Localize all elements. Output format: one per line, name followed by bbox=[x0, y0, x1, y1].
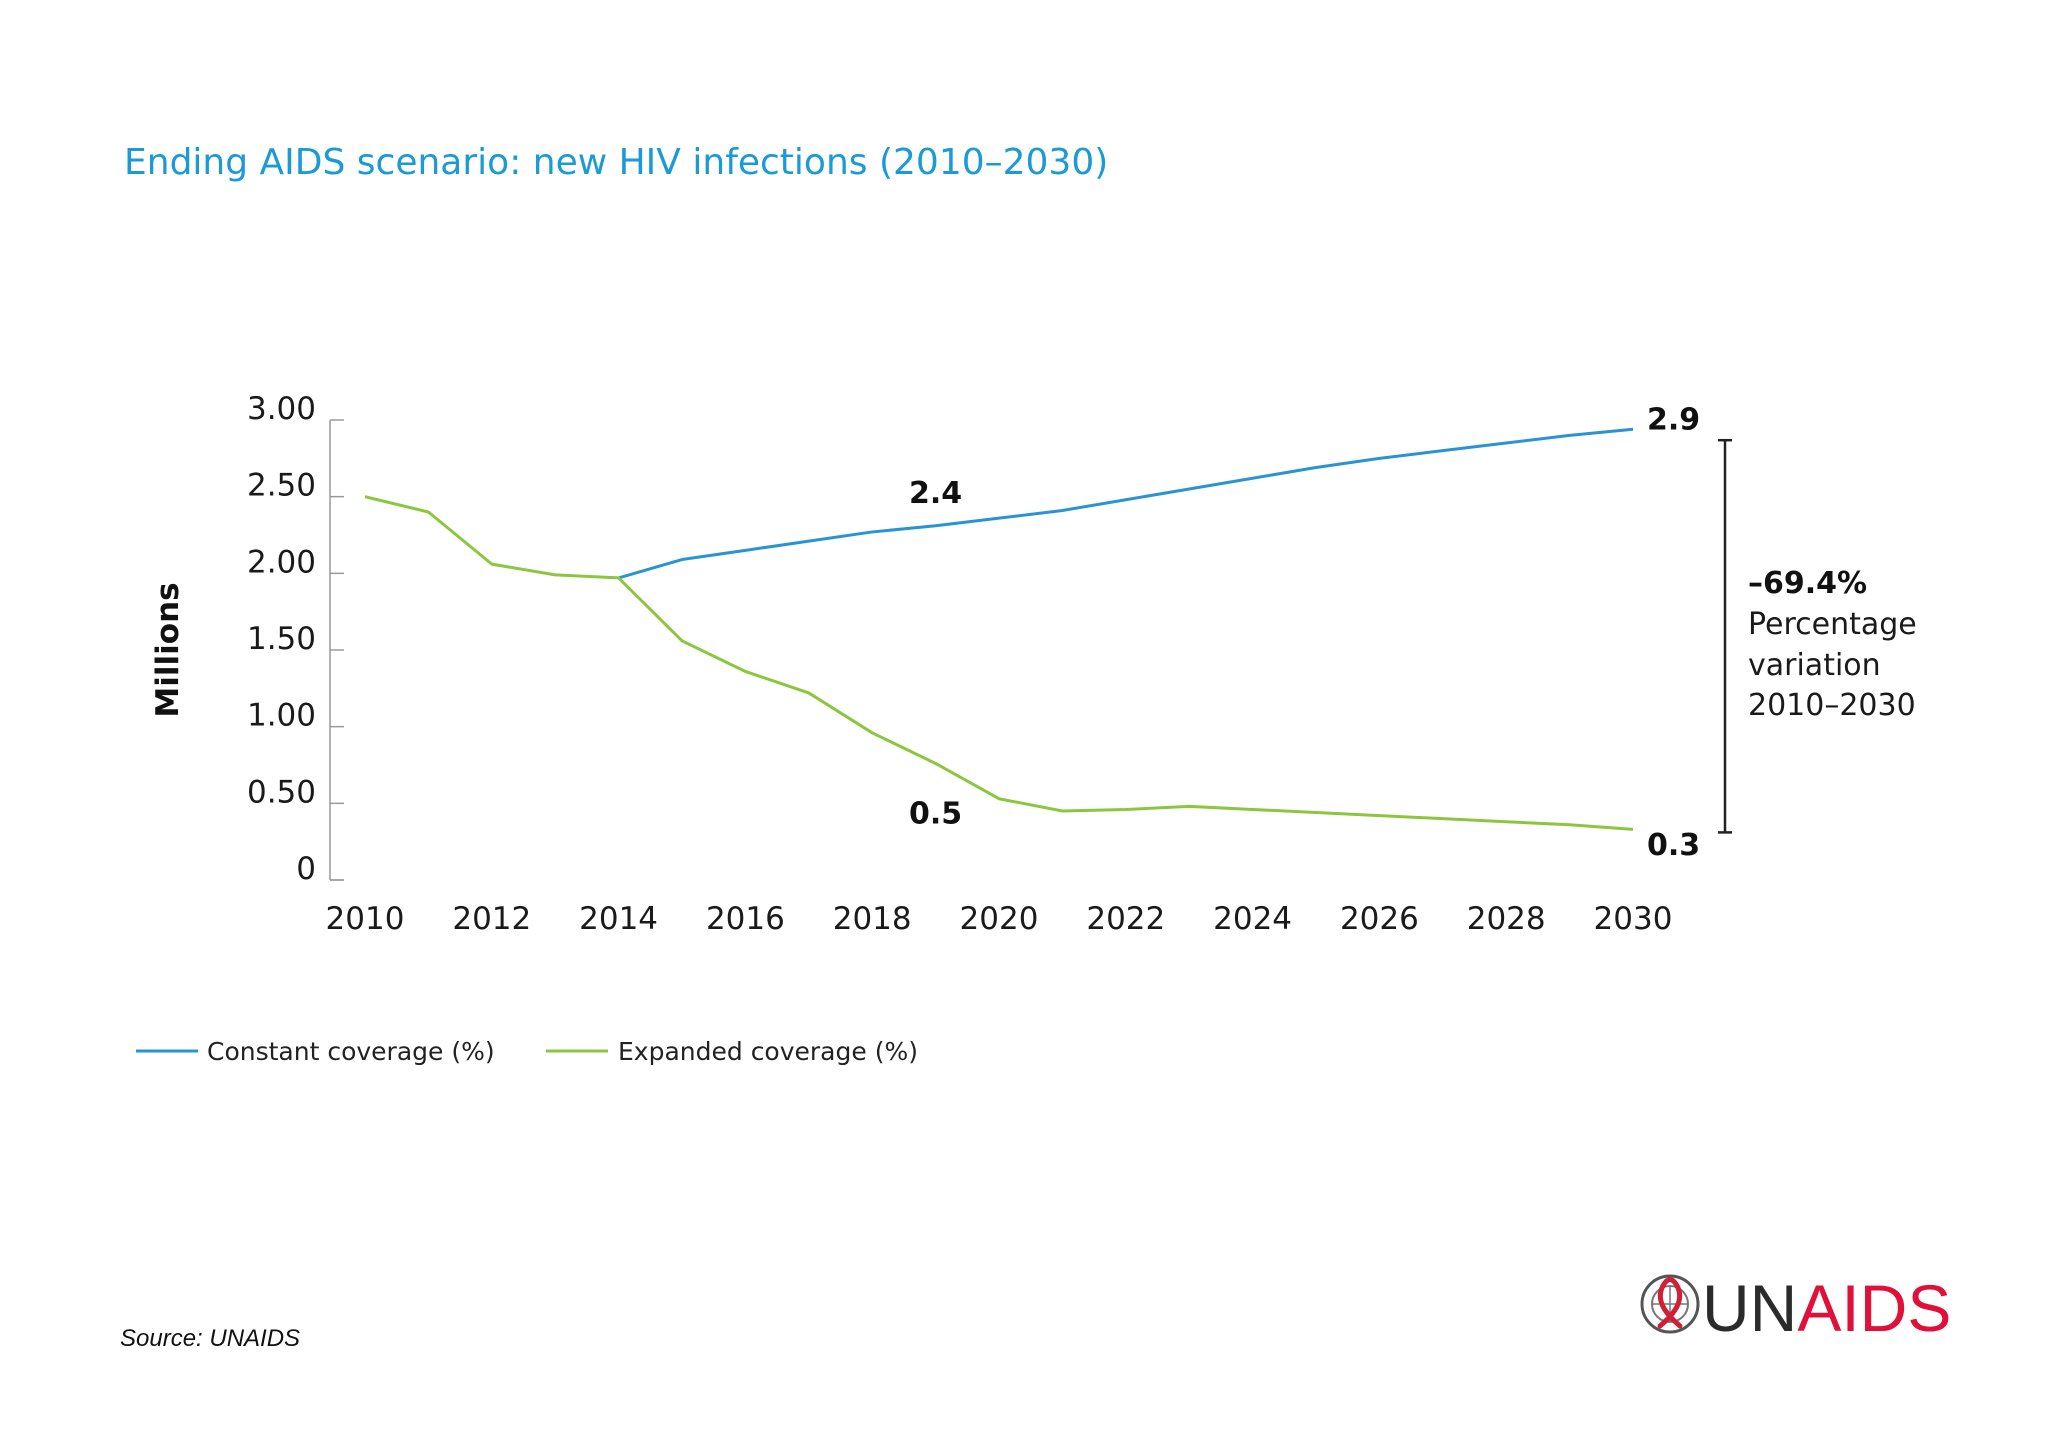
unaids-wordmark: UNAIDS bbox=[1702, 1271, 1951, 1345]
series-lines bbox=[364, 427, 1634, 831]
legend-label-constant: Constant coverage (%) bbox=[207, 1037, 495, 1066]
y-tick-label: 2.50 bbox=[247, 468, 316, 504]
y-tick-label: 2.00 bbox=[247, 544, 316, 580]
chart-legend: Constant coverage (%) Expanded coverage … bbox=[136, 1037, 918, 1066]
x-tick-label: 2012 bbox=[452, 901, 531, 937]
y-tick-label: 1.00 bbox=[247, 698, 316, 734]
variation-value: –69.4% bbox=[1748, 566, 1867, 601]
source-note: Source: UNAIDS bbox=[120, 1325, 300, 1352]
x-tick-label: 2026 bbox=[1340, 901, 1419, 937]
y-axis-ticks: 0 0.50 1.00 1.50 2.00 2.50 3.00 bbox=[247, 391, 344, 887]
logo-un-part: UN bbox=[1702, 1271, 1797, 1345]
variation-bracket bbox=[1718, 438, 1732, 834]
series-line-expanded bbox=[364, 495, 1634, 831]
x-tick-label: 2016 bbox=[706, 901, 785, 937]
data-labels: 2.4 2.9 0.5 0.3 bbox=[909, 402, 1700, 863]
variation-text-line-3: 2010–2030 bbox=[1748, 688, 1916, 723]
x-tick-label: 2022 bbox=[1086, 901, 1165, 937]
data-label: 0.3 bbox=[1647, 828, 1700, 863]
x-tick-label: 2014 bbox=[579, 901, 658, 937]
chart-title: Ending AIDS scenario: new HIV infections… bbox=[124, 142, 1108, 183]
un-emblem-icon bbox=[1640, 1274, 1700, 1334]
variation-text-line-1: Percentage bbox=[1748, 607, 1917, 642]
x-tick-label: 2010 bbox=[326, 901, 405, 937]
x-tick-label: 2028 bbox=[1467, 901, 1546, 937]
y-tick-label: 3.00 bbox=[247, 391, 316, 427]
y-tick-label: 0 bbox=[296, 851, 316, 887]
legend-label-expanded: Expanded coverage (%) bbox=[618, 1037, 918, 1066]
data-label: 2.4 bbox=[909, 476, 962, 511]
x-axis-ticks: 2010 2012 2014 2016 2018 2020 2022 2024 2026 2028… bbox=[326, 901, 1673, 937]
x-tick-label: 2030 bbox=[1594, 901, 1673, 937]
logo-aids-part: AIDS bbox=[1797, 1271, 1951, 1345]
unaids-logo: UNAIDS bbox=[1640, 1271, 1951, 1345]
series-line-constant bbox=[618, 427, 1634, 580]
variation-text-line-2: variation bbox=[1748, 648, 1881, 683]
y-tick-label: 0.50 bbox=[247, 774, 316, 810]
y-tick-label: 1.50 bbox=[247, 621, 316, 657]
x-tick-label: 2020 bbox=[960, 901, 1039, 937]
x-tick-label: 2018 bbox=[833, 901, 912, 937]
data-label: 0.5 bbox=[909, 796, 962, 831]
x-tick-label: 2024 bbox=[1213, 901, 1292, 937]
data-label: 2.9 bbox=[1647, 402, 1700, 437]
y-axis-title: Millions bbox=[150, 582, 186, 717]
